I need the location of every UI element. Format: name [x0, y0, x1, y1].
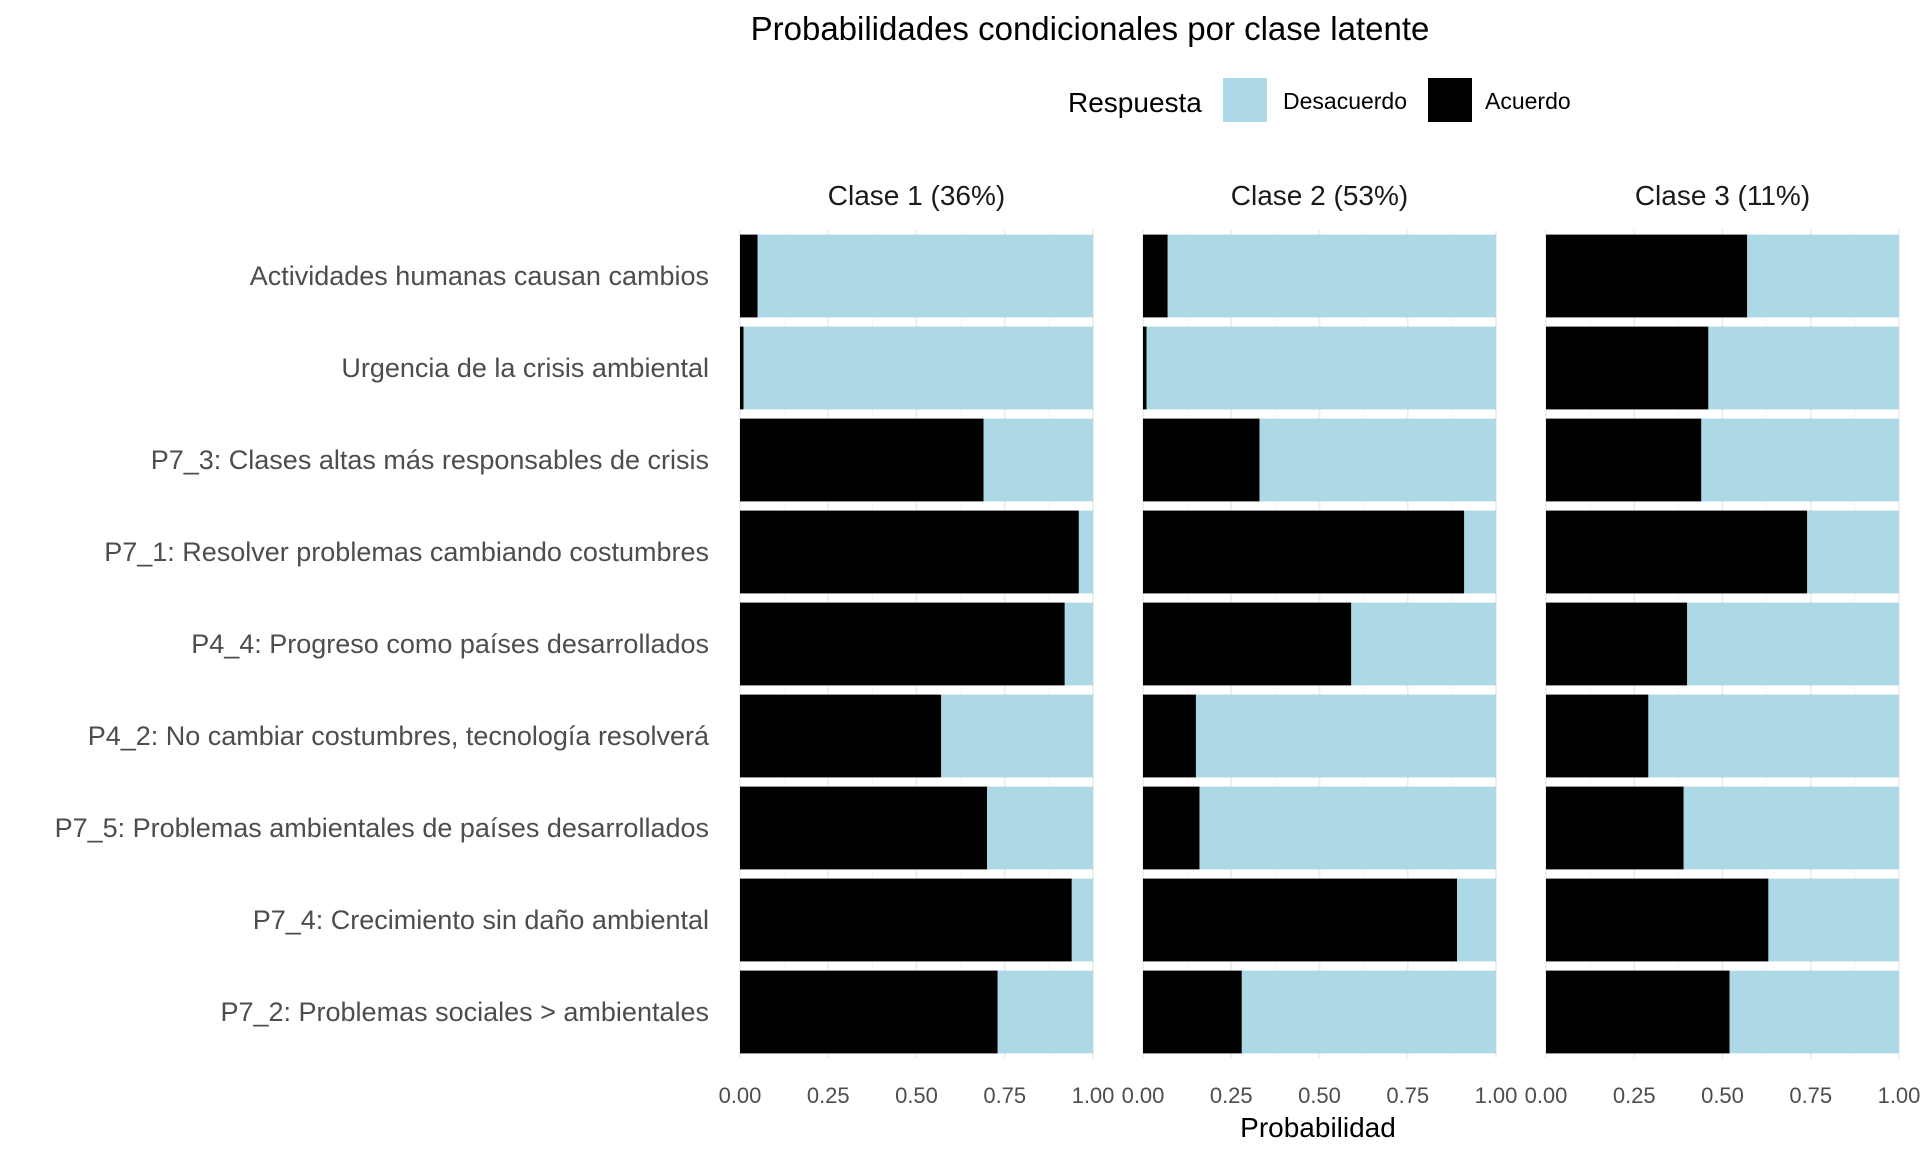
category-label-7: P7_5: Problemas ambientales de países de…	[55, 813, 709, 843]
bar-acuerdo-urgencia-de-la-crisis-ambiental	[740, 326, 744, 410]
legend-swatch-acuerdo	[1428, 78, 1472, 122]
x-tick-label: 0.75	[1386, 1083, 1429, 1108]
bar-acuerdo-p7-3-clases-altas-mas-responsables-de-crisis	[1143, 418, 1260, 502]
bar-desacuerdo-urgencia-de-la-crisis-ambiental	[1708, 326, 1899, 410]
bar-desacuerdo-actividades-humanas-causan-cambios	[757, 234, 1093, 318]
bar-desacuerdo-urgencia-de-la-crisis-ambiental	[743, 326, 1093, 410]
x-tick-label: 0.25	[807, 1083, 850, 1108]
bar-desacuerdo-p4-2-no-cambiar-costumbres-tecnologia-resolvera	[1195, 694, 1496, 778]
category-labels: Actividades humanas causan cambios Urgenc…	[55, 261, 710, 1027]
bar-desacuerdo-urgencia-de-la-crisis-ambiental	[1146, 326, 1496, 410]
category-label-9: P7_2: Problemas sociales > ambientales	[220, 997, 709, 1027]
category-label-2: Urgencia de la crisis ambiental	[341, 353, 709, 383]
bar-acuerdo-p4-4-progreso-como-paises-desarrollados	[1143, 602, 1352, 686]
facet-strip-label: Clase 2 (53%)	[1231, 180, 1408, 211]
x-tick-label: 1.00	[1878, 1083, 1920, 1108]
x-tick-label: 1.00	[1072, 1083, 1115, 1108]
x-tick-label: 0.50	[1298, 1083, 1341, 1108]
bar-acuerdo-p4-2-no-cambiar-costumbres-tecnologia-resolvera	[740, 694, 942, 778]
bar-desacuerdo-p7-5-problemas-ambientales-de-paises-desarrollados	[1199, 786, 1496, 870]
bar-acuerdo-p7-2-problemas-sociales-ambientales	[1546, 970, 1730, 1054]
category-label-8: P7_4: Crecimiento sin daño ambiental	[253, 905, 709, 935]
bar-desacuerdo-p7-3-clases-altas-mas-responsables-de-crisis	[983, 418, 1093, 502]
bar-desacuerdo-p7-4-crecimiento-sin-dano-ambiental	[1457, 878, 1496, 962]
bar-desacuerdo-p7-1-resolver-problemas-cambiando-costumbres	[1807, 510, 1899, 594]
bar-desacuerdo-p7-5-problemas-ambientales-de-paises-desarrollados	[1683, 786, 1899, 870]
bar-acuerdo-actividades-humanas-causan-cambios	[1143, 234, 1168, 318]
bar-acuerdo-p7-2-problemas-sociales-ambientales	[740, 970, 998, 1054]
x-tick-label: 0.75	[1789, 1083, 1832, 1108]
facet-panel-2: Clase 2 (53%) 0.00 0.25 0.50 0.75 1.00	[1122, 180, 1518, 1108]
bar-desacuerdo-p7-5-problemas-ambientales-de-paises-desarrollados	[987, 786, 1093, 870]
facet-strip-label: Clase 1 (36%)	[828, 180, 1005, 211]
bar-acuerdo-p4-4-progreso-como-paises-desarrollados	[1546, 602, 1688, 686]
facet-strip-label: Clase 3 (11%)	[1635, 180, 1810, 211]
bar-desacuerdo-p7-4-crecimiento-sin-dano-ambiental	[1768, 878, 1899, 962]
bar-acuerdo-p7-5-problemas-ambientales-de-paises-desarrollados	[1546, 786, 1684, 870]
category-label-4: P7_1: Resolver problemas cambiando costu…	[104, 537, 709, 567]
bar-desacuerdo-p4-4-progreso-como-paises-desarrollados	[1064, 602, 1093, 686]
bar-acuerdo-p7-3-clases-altas-mas-responsables-de-crisis	[740, 418, 984, 502]
bar-acuerdo-p4-2-no-cambiar-costumbres-tecnologia-resolvera	[1546, 694, 1649, 778]
bar-desacuerdo-p7-1-resolver-problemas-cambiando-costumbres	[1464, 510, 1496, 594]
bar-acuerdo-p7-5-problemas-ambientales-de-paises-desarrollados	[740, 786, 988, 870]
x-tick-label: 0.00	[1525, 1083, 1568, 1108]
x-tick-label: 0.00	[719, 1083, 762, 1108]
bar-desacuerdo-p4-4-progreso-como-paises-desarrollados	[1687, 602, 1899, 686]
bar-acuerdo-urgencia-de-la-crisis-ambiental	[1546, 326, 1709, 410]
facet-panel-3: Clase 3 (11%) 0.00 0.25 0.50 0.75 1.00	[1525, 180, 1920, 1108]
legend-label-desacuerdo: Desacuerdo	[1283, 88, 1407, 114]
bar-acuerdo-p7-3-clases-altas-mas-responsables-de-crisis	[1546, 418, 1702, 502]
bar-acuerdo-p7-2-problemas-sociales-ambientales	[1143, 970, 1242, 1054]
bar-desacuerdo-p7-3-clases-altas-mas-responsables-de-crisis	[1259, 418, 1496, 502]
bar-acuerdo-p4-2-no-cambiar-costumbres-tecnologia-resolvera	[1143, 694, 1196, 778]
bar-acuerdo-p7-5-problemas-ambientales-de-paises-desarrollados	[1143, 786, 1200, 870]
legend-swatch-desacuerdo	[1223, 78, 1267, 122]
x-tick-label: 0.75	[983, 1083, 1026, 1108]
x-tick-label: 0.25	[1613, 1083, 1656, 1108]
x-axis-title: Probabilidad	[1240, 1112, 1396, 1143]
bar-desacuerdo-p7-1-resolver-problemas-cambiando-costumbres	[1078, 510, 1093, 594]
bar-acuerdo-p7-1-resolver-problemas-cambiando-costumbres	[1546, 510, 1808, 594]
x-tick-label: 1.00	[1475, 1083, 1518, 1108]
category-label-6: P4_2: No cambiar costumbres, tecnología …	[88, 721, 710, 751]
bar-desacuerdo-p4-2-no-cambiar-costumbres-tecnologia-resolvera	[941, 694, 1093, 778]
bar-desacuerdo-actividades-humanas-causan-cambios	[1167, 234, 1496, 318]
category-label-5: P4_4: Progreso como países desarrollados	[191, 629, 709, 659]
bar-acuerdo-p7-4-crecimiento-sin-dano-ambiental	[1546, 878, 1769, 962]
bar-desacuerdo-p7-2-problemas-sociales-ambientales	[997, 970, 1093, 1054]
legend: Respuesta Desacuerdo Acuerdo	[1068, 78, 1571, 122]
bar-desacuerdo-actividades-humanas-causan-cambios	[1747, 234, 1899, 318]
bar-desacuerdo-p7-2-problemas-sociales-ambientales	[1729, 970, 1899, 1054]
category-label-3: P7_3: Clases altas más responsables de c…	[151, 445, 709, 475]
legend-label-acuerdo: Acuerdo	[1485, 88, 1571, 114]
bar-desacuerdo-p7-3-clases-altas-mas-responsables-de-crisis	[1701, 418, 1899, 502]
bar-acuerdo-p7-4-crecimiento-sin-dano-ambiental	[1143, 878, 1458, 962]
bar-acuerdo-p7-1-resolver-problemas-cambiando-costumbres	[740, 510, 1079, 594]
bar-desacuerdo-p4-4-progreso-como-paises-desarrollados	[1351, 602, 1496, 686]
bar-desacuerdo-p7-4-crecimiento-sin-dano-ambiental	[1071, 878, 1093, 962]
legend-title: Respuesta	[1068, 87, 1202, 118]
bar-acuerdo-p4-4-progreso-como-paises-desarrollados	[740, 602, 1065, 686]
bar-desacuerdo-p7-2-problemas-sociales-ambientales	[1241, 970, 1496, 1054]
x-tick-label: 0.50	[1701, 1083, 1744, 1108]
x-tick-label: 0.00	[1122, 1083, 1165, 1108]
bar-acuerdo-actividades-humanas-causan-cambios	[740, 234, 758, 318]
bar-acuerdo-p7-1-resolver-problemas-cambiando-costumbres	[1143, 510, 1465, 594]
x-tick-label: 0.50	[895, 1083, 938, 1108]
bar-acuerdo-urgencia-de-la-crisis-ambiental	[1143, 326, 1147, 410]
chart-title: Probabilidades condicionales por clase l…	[751, 10, 1430, 47]
category-label-1: Actividades humanas causan cambios	[250, 261, 709, 291]
facet-panel-1: Clase 1 (36%) 0.00 0.25 0.50 0.75 1.00	[719, 180, 1115, 1108]
bar-acuerdo-actividades-humanas-causan-cambios	[1546, 234, 1748, 318]
x-tick-label: 0.25	[1210, 1083, 1253, 1108]
bar-acuerdo-p7-4-crecimiento-sin-dano-ambiental	[740, 878, 1072, 962]
bar-desacuerdo-p4-2-no-cambiar-costumbres-tecnologia-resolvera	[1648, 694, 1899, 778]
